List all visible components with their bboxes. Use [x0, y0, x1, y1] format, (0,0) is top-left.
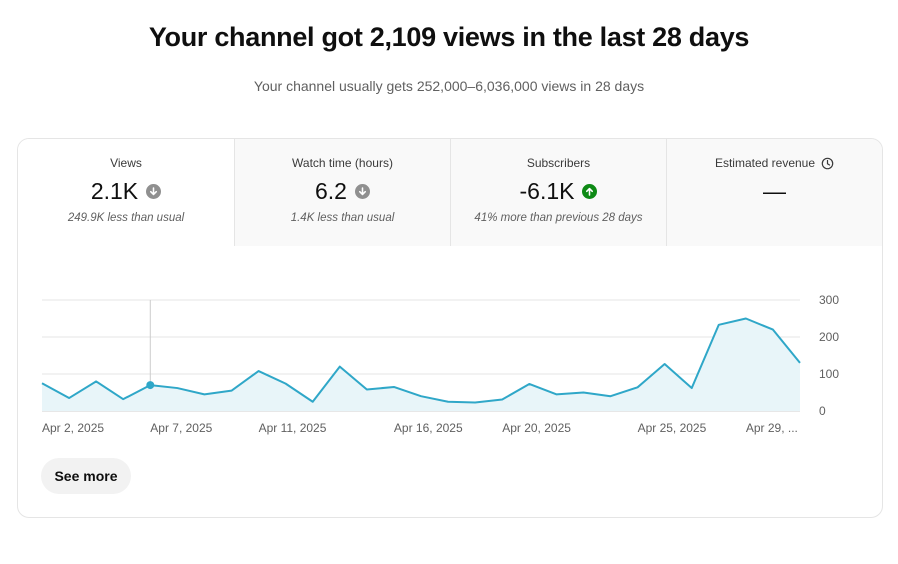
tab-revenue-label: Estimated revenue	[714, 156, 816, 170]
tab-subscribers-note: 41% more than previous 28 days	[474, 212, 643, 224]
x-tick-label: Apr 20, 2025	[502, 421, 571, 435]
page-subtitle: Your channel usually gets 252,000–6,036,…	[253, 78, 645, 94]
views-chart: 0 100 200 300 Apr 2, 2025 Apr 7, 2025 Apr 11, …	[18, 246, 882, 446]
tab-views-label: Views	[110, 156, 142, 170]
y-tick-label: 100	[819, 367, 839, 381]
arrow-down-circle-icon	[146, 183, 162, 199]
arrow-up-circle-icon	[582, 183, 598, 199]
series-line	[41, 317, 801, 404]
y-tick-label: 0	[819, 404, 826, 418]
see-more-button[interactable]: See more	[41, 458, 131, 494]
views-chart-svg: 0 100 200 300 Apr 2, 2025 Apr 7, 2025 Apr 11, …	[41, 293, 839, 435]
x-tick-label: Apr 25, 2025	[638, 421, 707, 435]
tab-subscribers-label: Subscribers	[526, 156, 591, 170]
tab-subscribers[interactable]: Subscribers -6.1K 41% more than previous…	[450, 139, 666, 246]
metric-tabs: Views 2.1K 249.9K less than usual Watch …	[18, 139, 882, 246]
tab-views-value: 2.1K	[90, 177, 139, 204]
x-tick-label: Apr 29, ...	[746, 421, 798, 435]
y-tick-label: 200	[819, 330, 839, 344]
highlight-point	[146, 381, 155, 390]
x-tick-label: Apr 2, 2025	[42, 421, 104, 435]
x-tick-label: Apr 7, 2025	[150, 421, 212, 435]
x-tick-label: Apr 11, 2025	[259, 421, 327, 435]
arrow-down-circle-icon	[354, 183, 370, 199]
tab-watch-time-value: 6.2	[315, 177, 347, 204]
tab-views-note: 249.9K less than usual	[67, 212, 185, 224]
tab-revenue[interactable]: Estimated revenue —	[666, 139, 882, 246]
tab-watch-time[interactable]: Watch time (hours) 6.2 1.4K less than us…	[234, 139, 450, 246]
series-area	[42, 318, 800, 411]
tab-watch-time-label: Watch time (hours)	[292, 156, 393, 170]
tab-views[interactable]: Views 2.1K 249.9K less than usual	[18, 139, 234, 246]
clock-icon[interactable]	[821, 157, 834, 170]
analytics-card: Views 2.1K 249.9K less than usual Watch …	[17, 138, 883, 518]
page-title: Your channel got 2,109 views in the last…	[148, 22, 750, 52]
tab-subscribers-value: -6.1K	[519, 177, 575, 204]
y-tick-label: 300	[819, 293, 839, 307]
tab-revenue-value: —	[763, 177, 786, 204]
x-tick-label: Apr 16, 2025	[394, 421, 463, 435]
tab-watch-time-note: 1.4K less than usual	[290, 212, 395, 224]
